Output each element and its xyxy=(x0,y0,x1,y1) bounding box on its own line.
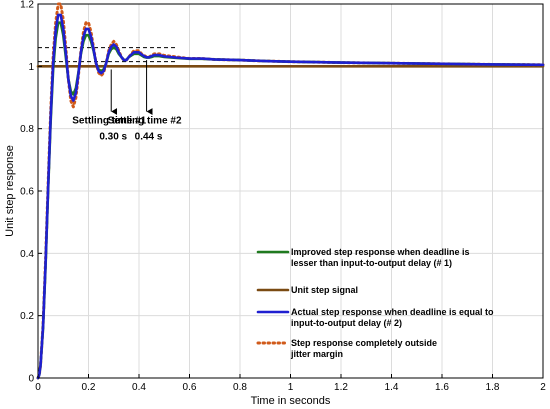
axis-ticks: 0 0.2 0.4 0.6 0.8 1 1.2 1.4 1.6 1.8 2 0 0.2 0.4 0.6 0.8… xyxy=(20,0,546,393)
x-tick-label-9: 1.8 xyxy=(486,382,500,393)
settling-value-1: 0.44 s xyxy=(135,132,163,143)
x-tick-label-6: 1.2 xyxy=(334,382,348,393)
y-tick-label-3: 0.6 xyxy=(20,187,34,198)
y-tick-label-5: 1 xyxy=(28,62,34,73)
x-tick-label-1: 0.2 xyxy=(82,382,96,393)
x-tick-label-10: 2 xyxy=(540,382,546,393)
legend-label-0: Improved step response when deadline is l… xyxy=(291,247,470,268)
x-tick-label-0: 0 xyxy=(35,382,41,393)
x-axis-label: Time in seconds xyxy=(251,395,331,407)
legend: Improved step response when deadline is l… xyxy=(256,247,494,359)
settling-value-0: 0.30 s xyxy=(99,132,127,143)
x-tick-label-4: 0.8 xyxy=(233,382,247,393)
legend-label-2: Actual step response when deadline is eq… xyxy=(291,307,494,328)
settling-label-0: Settling time #1 xyxy=(72,116,146,127)
x-tick-label-7: 1.4 xyxy=(385,382,399,393)
y-tick-label-4: 0.8 xyxy=(20,124,34,135)
settling-label-1: Settling time #2 xyxy=(108,116,182,127)
y-tick-label-1: 0.2 xyxy=(20,311,34,322)
x-tick-label-3: 0.6 xyxy=(183,382,197,393)
legend-label-1: Unit step signal xyxy=(291,285,358,295)
x-tick-label-5: 1 xyxy=(288,382,294,393)
settling-bands xyxy=(38,47,177,63)
series-lines xyxy=(36,2,545,380)
y-tick-label-6: 1.2 xyxy=(20,0,34,11)
y-axis-label: Unit step response xyxy=(4,145,16,237)
settling-annotations: Settling time #1 0.30 s Settling time #2 0.… xyxy=(72,60,182,143)
y-tick-label-0: 0 xyxy=(28,374,34,385)
series-line-3 xyxy=(36,13,545,380)
legend-label-3: Step response completely outside jitter m… xyxy=(290,338,437,359)
y-tick-label-2: 0.4 xyxy=(20,249,34,260)
x-tick-label-2: 0.4 xyxy=(132,382,146,393)
x-tick-label-8: 1.6 xyxy=(435,382,449,393)
